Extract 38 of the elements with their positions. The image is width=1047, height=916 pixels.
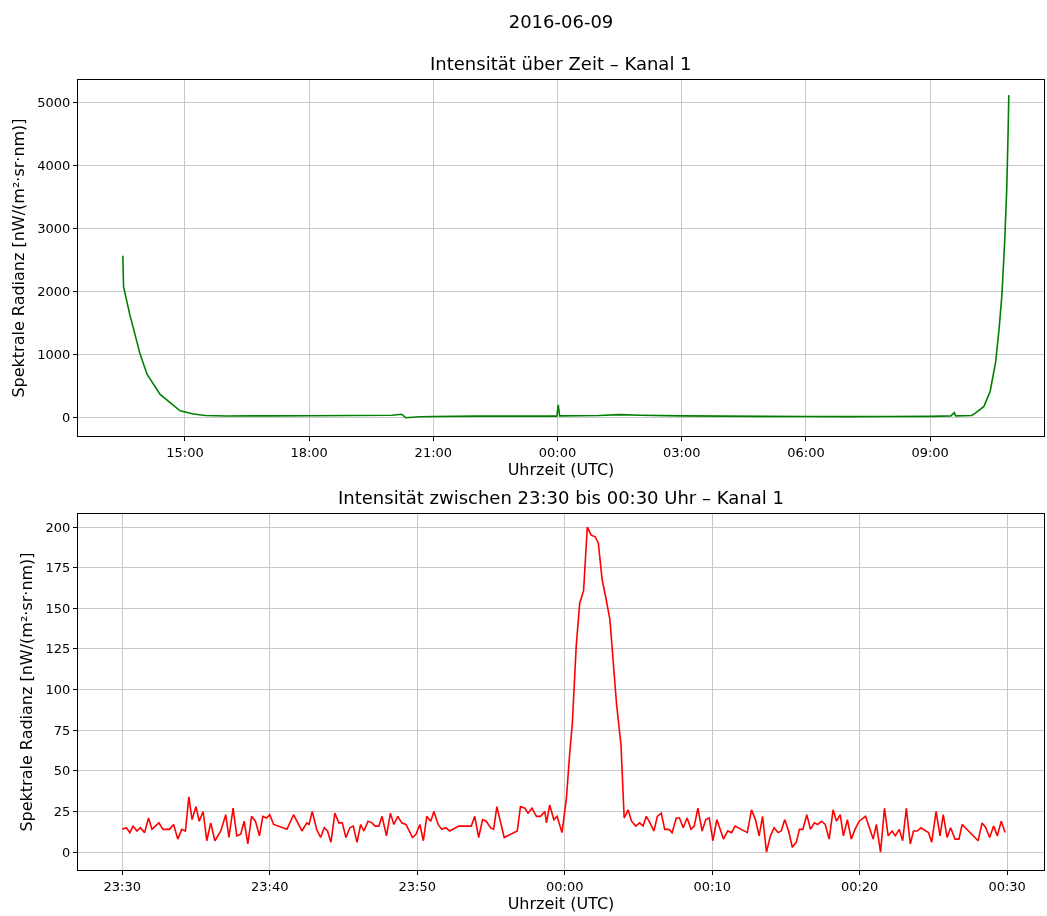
x-tick-label: 00:00	[538, 444, 577, 460]
x-tick-label: 00:30	[988, 878, 1026, 894]
y-tick-label: 100	[45, 682, 71, 698]
y-tick-label: 125	[45, 641, 71, 657]
x-tick-label: 23:40	[251, 878, 289, 894]
chart-subtitle: Intensität über Zeit – Kanal 1	[430, 53, 692, 74]
x-tick-label: 06:00	[787, 444, 825, 460]
y-tick-label: 0	[62, 844, 71, 860]
y-tick-label: 5000	[37, 94, 71, 110]
chart-title: Intensität zwischen 23:30 bis 00:30 Uhr – Kanal 1	[338, 487, 784, 508]
x-tick-label: 00:20	[840, 878, 879, 894]
y-tick-label: 4000	[37, 157, 71, 173]
x-axis-title: Uhrzeit (UTC)	[507, 893, 615, 913]
x-tick-label: 00:00	[545, 878, 584, 894]
y-tick-label: 3000	[37, 220, 71, 236]
y-tick-label: 150	[45, 600, 71, 616]
y-tick-label: 75	[53, 722, 71, 738]
x-tick-label: 03:00	[663, 444, 701, 460]
y-tick-label: 175	[45, 560, 71, 576]
y-axis-title: Spektrale Radianz [nW/(m²·sr·nm)]	[9, 118, 29, 398]
chart-title: 2016-06-09	[508, 11, 614, 33]
x-tick-label: 09:00	[911, 444, 949, 460]
x-tick-label: 15:00	[166, 444, 204, 460]
x-tick-label: 23:30	[103, 878, 141, 894]
y-tick-label: 25	[53, 804, 71, 820]
x-tick-label: 21:00	[414, 444, 453, 460]
y-tick-label: 2000	[37, 283, 71, 299]
x-tick-label: 00:10	[693, 878, 731, 894]
x-axis-title: Uhrzeit (UTC)	[507, 459, 615, 479]
line-series	[121, 526, 1006, 853]
x-tick-label: 23:50	[398, 878, 436, 894]
y-tick-label: 1000	[37, 346, 71, 362]
y-tick-label: 200	[45, 519, 71, 535]
y-tick-label: 0	[62, 409, 71, 425]
x-tick-label: 18:00	[290, 444, 328, 460]
y-axis-title: Spektrale Radianz [nW/(m²·sr·nm)]	[17, 552, 37, 832]
y-tick-label: 50	[53, 763, 71, 779]
line-series	[122, 94, 1010, 419]
